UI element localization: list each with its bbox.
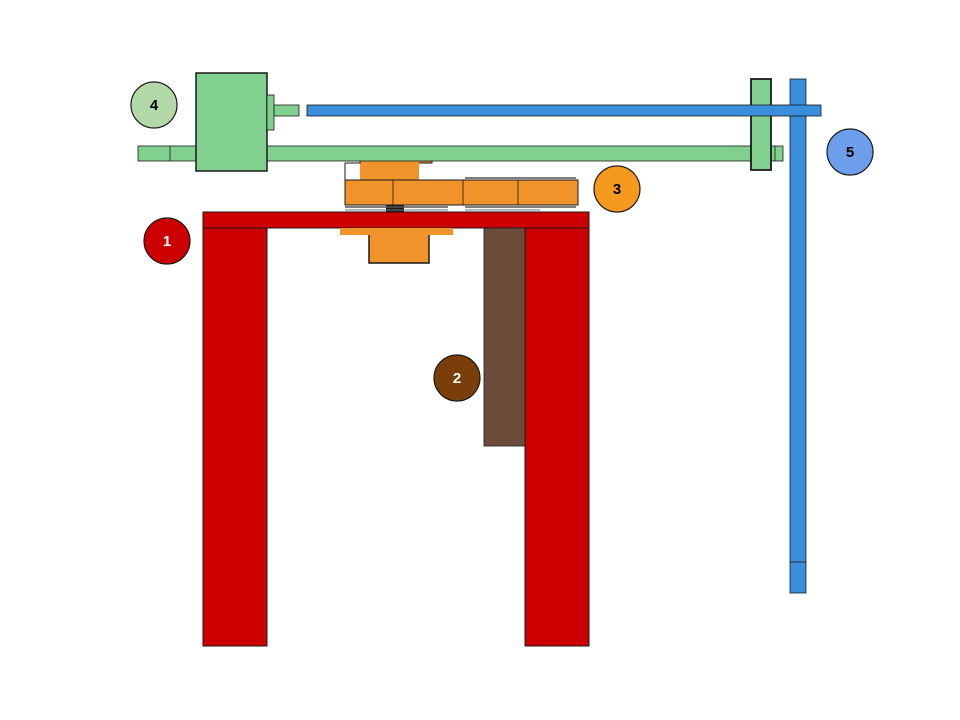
- marker-2-circle: [433, 354, 481, 402]
- marker-4: 4: [130, 81, 178, 129]
- marker-2-label: 2: [453, 370, 461, 387]
- marker-4-label: 4: [150, 97, 159, 114]
- frame-assembly: [202, 211, 590, 647]
- marker-3-label: 3: [613, 181, 621, 198]
- bracket-plate: [483, 227, 526, 447]
- rail-vertical: [789, 78, 807, 594]
- marker-5: 5: [826, 128, 874, 176]
- motor-end-plate: [750, 78, 772, 171]
- marker-5-circle: [826, 128, 874, 176]
- frame-right-leg: [524, 227, 590, 647]
- marker-4-circle: [130, 81, 178, 129]
- motor-flange: [266, 94, 275, 131]
- marker-1-circle: [143, 217, 191, 265]
- marker-2: 2: [433, 354, 481, 402]
- rail-assembly: [306, 78, 822, 594]
- gear-hub-lower: [340, 228, 453, 263]
- gear-shaft: [386, 205, 404, 212]
- rail-horizontal: [306, 104, 822, 117]
- frame-left-leg: [202, 227, 268, 647]
- gear-hub-lower-outline: [368, 235, 430, 264]
- gear-bar: [344, 179, 579, 206]
- motor-body: [195, 72, 268, 172]
- motor-stub-shaft: [273, 104, 300, 117]
- marker-3: 3: [593, 165, 641, 213]
- marker-1-label: 1: [163, 233, 171, 250]
- frame-top-beam: [202, 211, 590, 229]
- motor-assembly: [137, 72, 784, 172]
- motor-long-shaft: [137, 145, 784, 162]
- marker-1: 1: [143, 217, 191, 265]
- marker-3-circle: [593, 165, 641, 213]
- marker-5-label: 5: [846, 144, 854, 161]
